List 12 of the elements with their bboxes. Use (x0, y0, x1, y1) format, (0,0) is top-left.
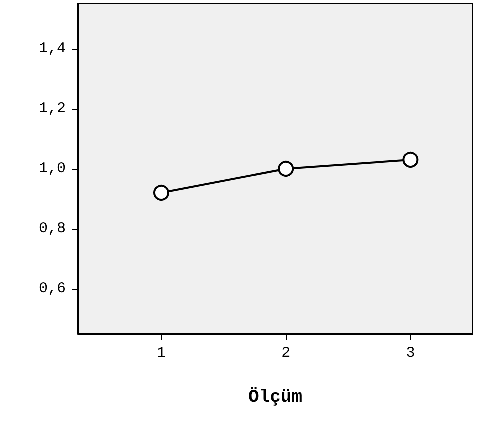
point (402, 152, 419, 168)
x-axis-title: Ölçüm (248, 387, 303, 408)
y-tick-label: 0,8 (38, 220, 66, 238)
x-tick-label: 3 (406, 345, 416, 362)
y-tick-label: 0,6 (38, 280, 66, 298)
y-tick-label: 1,2 (38, 100, 66, 118)
y-tick-label: 1,0 (38, 160, 66, 178)
x-tick-label: 1 (156, 345, 166, 362)
x-tick-label: 2 (282, 345, 291, 362)
point (278, 161, 294, 177)
point (154, 185, 170, 201)
y-tick-label: 1,4 (38, 40, 66, 58)
